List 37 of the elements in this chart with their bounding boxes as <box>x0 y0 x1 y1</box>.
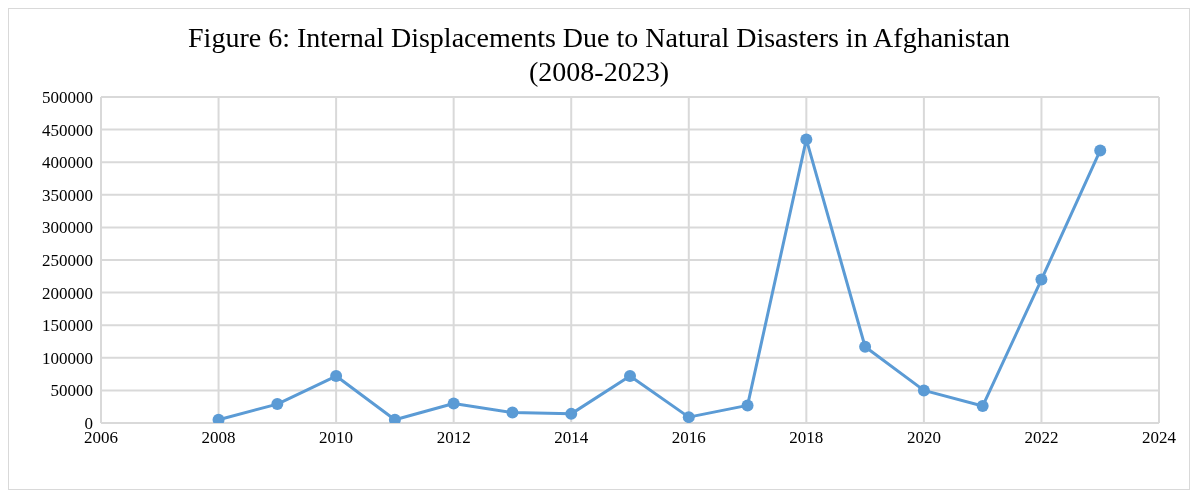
y-tick-label: 150000 <box>42 316 93 336</box>
point <box>682 411 695 423</box>
point <box>917 384 930 397</box>
x-tick-label: 2020 <box>906 428 941 448</box>
point <box>1035 273 1048 286</box>
point <box>741 399 754 412</box>
x-tick-label: 2006 <box>84 428 118 448</box>
y-tick-label: 350000 <box>42 185 93 205</box>
point <box>1094 144 1107 157</box>
x-tick-label: 2012 <box>436 428 471 448</box>
chart-title: Figure 6: Internal Displacements Due to Natural Disasters in Afghanistan (2008-2023) <box>187 21 1011 89</box>
point <box>506 406 519 419</box>
y-tick-label: 100000 <box>42 348 93 368</box>
y-tick-label: 400000 <box>42 153 93 173</box>
point <box>624 370 636 383</box>
x-tick-label: 2024 <box>1142 428 1177 448</box>
point <box>271 398 284 411</box>
y-tick-label: 50000 <box>50 381 93 401</box>
point <box>330 370 343 383</box>
y-tick-label: 300000 <box>42 218 93 238</box>
x-tick-label: 2018 <box>789 428 824 448</box>
y-tick-label: 450000 <box>42 120 93 140</box>
x-tick-label: 2022 <box>1024 428 1059 448</box>
x-tick-label: 2010 <box>319 428 354 448</box>
y-tick-label: 250000 <box>42 251 93 271</box>
x-tick-label: 2008 <box>201 428 236 448</box>
point <box>388 413 401 423</box>
y-tick-label: 200000 <box>42 283 93 303</box>
point <box>565 407 578 420</box>
point <box>212 413 225 423</box>
x-tick-label: 2014 <box>554 428 589 448</box>
point <box>447 397 460 410</box>
y-tick-label: 500000 <box>42 88 93 108</box>
point <box>976 400 989 413</box>
point <box>859 340 872 353</box>
point <box>800 133 813 146</box>
x-tick-label: 2016 <box>671 428 706 448</box>
